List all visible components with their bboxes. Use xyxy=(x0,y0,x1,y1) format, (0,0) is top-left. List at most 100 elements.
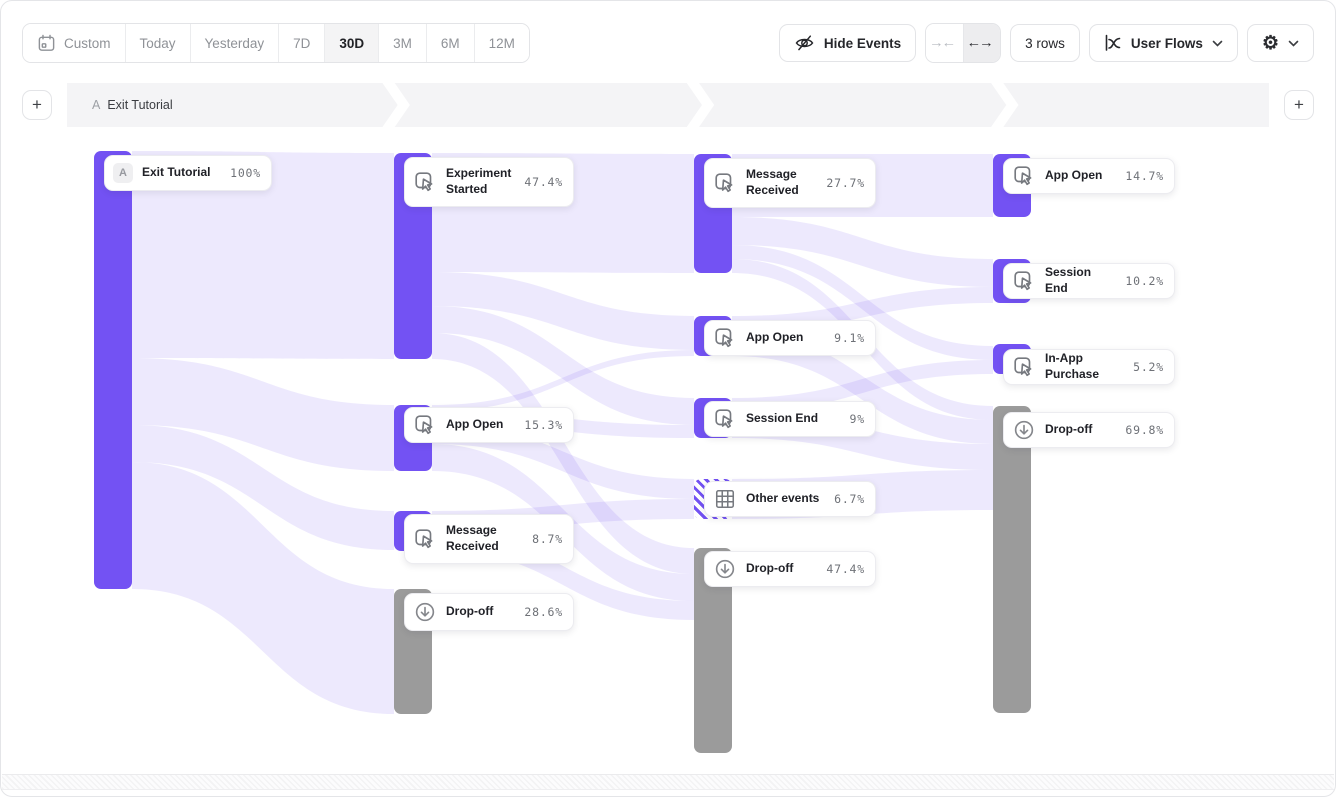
gear-icon: ⚙ xyxy=(1261,32,1279,54)
node-percentage: 6.7% xyxy=(834,492,865,506)
flow-node-card[interactable]: A Exit Tutorial 100% xyxy=(104,155,272,191)
node-label: Message Received xyxy=(446,523,499,553)
date-range-today[interactable]: Today xyxy=(125,24,191,62)
date-range-30d[interactable]: 30D xyxy=(325,24,380,62)
drop-off-icon xyxy=(713,557,737,581)
eye-off-icon xyxy=(794,33,815,53)
flow-link[interactable] xyxy=(432,272,694,350)
node-label: Session End xyxy=(746,411,819,426)
flow-node-card[interactable]: Session End 10.2% xyxy=(1003,263,1175,299)
node-label: Session End xyxy=(1045,265,1092,295)
date-range-label: 3M xyxy=(393,35,412,51)
calendar-icon xyxy=(37,34,56,53)
node-percentage: 9.1% xyxy=(834,331,865,345)
date-range-label: Custom xyxy=(64,35,111,51)
expand-columns-button[interactable]: ←→ xyxy=(963,24,1001,62)
flow-node-card[interactable]: Message Received 27.7% xyxy=(704,158,876,208)
node-label: Exit Tutorial xyxy=(142,165,211,180)
flow-node-card[interactable]: Experiment Started 47.4% xyxy=(404,157,574,207)
expand-icon: ←→ xyxy=(966,35,994,51)
step-1-label[interactable]: A Exit Tutorial xyxy=(67,98,173,112)
node-percentage: 14.7% xyxy=(1125,169,1164,183)
horizontal-scrollbar[interactable] xyxy=(2,774,1334,790)
date-range-custom[interactable]: Custom xyxy=(23,24,126,62)
flow-node-bar[interactable] xyxy=(993,406,1031,713)
add-step-right-button[interactable]: + xyxy=(1284,90,1314,120)
date-range-label: 7D xyxy=(293,35,311,51)
hide-events-button[interactable]: Hide Events xyxy=(778,24,917,62)
node-percentage: 15.3% xyxy=(524,418,563,432)
node-label: App Open xyxy=(1045,168,1103,183)
flow-link[interactable] xyxy=(132,358,394,471)
toolbar-right: Hide Events →← ←→ 3 rows User Flows xyxy=(778,23,1314,63)
toolbar: Custom Today Yesterday 7D 30D 3M 6M 12M Hide Ev… xyxy=(1,1,1335,63)
flow-node-card[interactable]: In-App Purchase 5.2% xyxy=(1003,349,1175,385)
flow-link[interactable] xyxy=(732,245,993,360)
add-step-left-button[interactable]: + xyxy=(22,90,52,120)
event-icon xyxy=(413,527,437,551)
node-percentage: 27.7% xyxy=(826,176,865,190)
node-label: App Open xyxy=(746,330,804,345)
flow-node-card[interactable]: Other events 6.7% xyxy=(704,481,876,517)
date-range-yesterday[interactable]: Yesterday xyxy=(190,24,280,62)
node-label: Message Received xyxy=(746,167,799,197)
flow-node-card[interactable]: Session End 9% xyxy=(704,401,876,437)
node-percentage: 69.8% xyxy=(1125,423,1164,437)
flow-node-card[interactable]: Drop-off 69.8% xyxy=(1003,412,1175,448)
flow-node-card[interactable]: Message Received 8.7% xyxy=(404,514,574,564)
event-icon xyxy=(413,170,437,194)
collapse-icon: →← xyxy=(929,35,956,51)
user-flows-icon xyxy=(1104,34,1122,52)
step-bar: A Exit Tutorial xyxy=(67,83,1269,127)
flow-node-card[interactable]: App Open 15.3% xyxy=(404,407,574,443)
chevron-down-icon xyxy=(1212,40,1223,47)
collapse-columns-button[interactable]: →← xyxy=(926,24,964,62)
rows-button[interactable]: 3 rows xyxy=(1010,24,1080,62)
chevron-down-icon xyxy=(1288,40,1299,47)
flow-link[interactable] xyxy=(732,217,993,287)
event-icon xyxy=(713,171,737,195)
event-icon xyxy=(1012,164,1036,188)
node-label: Drop-off xyxy=(446,604,494,619)
flow-link[interactable] xyxy=(732,332,993,444)
node-percentage: 8.7% xyxy=(532,532,563,546)
node-label: In-App Purchase xyxy=(1045,351,1100,381)
flow-link[interactable] xyxy=(432,306,694,425)
flow-link[interactable] xyxy=(132,425,394,550)
column-width-toggle: →← ←→ xyxy=(925,23,1002,63)
grid-icon xyxy=(713,487,737,511)
node-label: Drop-off xyxy=(1045,422,1093,437)
drop-off-icon xyxy=(1012,418,1036,442)
view-selector-button[interactable]: User Flows xyxy=(1088,24,1238,62)
event-icon xyxy=(1012,355,1036,379)
node-percentage: 100% xyxy=(230,166,261,180)
date-range-label: 12M xyxy=(488,35,515,51)
date-range-12m[interactable]: 12M xyxy=(474,24,529,62)
date-range-7d[interactable]: 7D xyxy=(279,24,326,62)
node-label: Other events xyxy=(746,491,820,506)
flow-node-card[interactable]: Drop-off 28.6% xyxy=(404,593,574,631)
node-percentage: 47.4% xyxy=(524,175,563,189)
node-label: App Open xyxy=(446,417,504,432)
settings-button[interactable]: ⚙ xyxy=(1246,24,1314,62)
event-icon xyxy=(713,326,737,350)
flow-node-card[interactable]: App Open 14.7% xyxy=(1003,158,1175,194)
date-range-selector: Custom Today Yesterday 7D 30D 3M 6M 12M xyxy=(22,23,530,63)
event-icon xyxy=(713,407,737,431)
flow-link[interactable] xyxy=(132,462,394,714)
date-range-3m[interactable]: 3M xyxy=(379,24,427,62)
flow-link[interactable] xyxy=(432,350,694,411)
date-range-label: Yesterday xyxy=(204,35,265,51)
date-range-6m[interactable]: 6M xyxy=(426,24,475,62)
flow-link[interactable] xyxy=(432,333,694,574)
node-label: Experiment Started xyxy=(446,166,512,196)
flow-node-card[interactable]: App Open 9.1% xyxy=(704,320,876,356)
date-range-label: 6M xyxy=(440,35,460,51)
step-separator-chevrons xyxy=(382,83,1019,127)
flow-link[interactable] xyxy=(132,151,394,359)
step-header-row: + A Exit Tutorial + xyxy=(1,83,1335,127)
flow-node-card[interactable]: Drop-off 47.4% xyxy=(704,551,876,587)
flow-link[interactable] xyxy=(732,360,993,412)
flow-node-bar[interactable] xyxy=(94,151,132,589)
